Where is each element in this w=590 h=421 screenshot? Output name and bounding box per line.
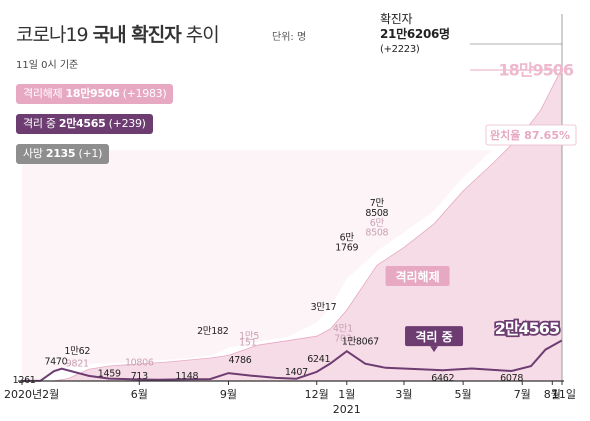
data-label: 1459 [98, 368, 121, 379]
x-tick-label: 3월 [395, 388, 412, 401]
unit-label: 단위: 명 [272, 32, 307, 43]
x-tick-label: 8월 [544, 388, 561, 401]
data-label: 7만 [370, 198, 385, 209]
legend-isolated-value: 2만4565 [58, 117, 106, 130]
data-label: 4만1 [333, 323, 353, 334]
x-tick-label: 7월 [514, 388, 531, 401]
x-tick-label: 1월 [338, 388, 355, 401]
callout-isolated-pointer [430, 346, 439, 353]
total-cases-label: 확진자 [380, 12, 413, 26]
legend-isolated-label: 격리 중 [23, 117, 56, 130]
data-label: 703 [334, 333, 351, 344]
data-label: 7470 [44, 357, 67, 368]
series-released-area [22, 68, 562, 381]
legend-released-change: (+1983) [122, 87, 167, 100]
legend-deaths-change: (+1) [78, 147, 103, 160]
callout-released-box [385, 265, 450, 286]
x-tick-label: 2020년2월 [4, 388, 59, 401]
legend-deaths-badge: 사망 2135 (+1) [16, 144, 110, 164]
total-cases-block: 확진자 21만6206명 (+2223) [380, 12, 450, 57]
data-label: 713 [131, 371, 148, 382]
legend-isolated-badge: 격리 중 2만4565 (+239) [16, 114, 153, 134]
data-label: 3만17 [311, 302, 337, 313]
data-label: 1만5 [239, 331, 259, 342]
data-label: 10806 [125, 358, 154, 369]
series-released-line [21, 67, 563, 382]
latest-released-value: 18만9506 [499, 61, 574, 80]
x-tick-sublabel: 2021 [333, 403, 361, 416]
series-isolated-line [21, 339, 563, 382]
total-cases-change: (+2223) [380, 44, 420, 55]
data-label: 1148 [175, 371, 198, 382]
x-tick-label: 9월 [220, 388, 237, 401]
x-tick-label: 5월 [455, 388, 472, 401]
x-tick-label: 12월 [305, 388, 329, 401]
x-tick-label: 6월 [131, 388, 148, 401]
data-label: 6078 [500, 373, 523, 384]
total-cases-value: 21만6206명 [380, 27, 450, 41]
legend-released-value: 18만9506 [65, 87, 120, 100]
latest-isolated-value: 2만4565 [495, 319, 560, 338]
callout-isolated-box [405, 326, 464, 347]
data-label: 6241 [307, 354, 330, 365]
data-label: 1769 [335, 243, 358, 254]
data-label: 4786 [228, 355, 251, 366]
basis-date: 11일 0시 기준 [16, 60, 79, 71]
data-label: 6만 [340, 233, 355, 244]
data-label: 6462 [431, 373, 454, 384]
x-tick-label: 11일 [552, 387, 576, 401]
data-label: 9821 [66, 358, 89, 369]
legend-released-label: 격리해제 [23, 87, 63, 100]
data-label: 1407 [285, 367, 308, 378]
legend-deaths-label: 사망 [23, 147, 43, 160]
data-label: 8508 [365, 228, 388, 239]
data-label: 2만182 [197, 326, 229, 337]
data-label: 8508 [365, 208, 388, 219]
data-label: 151 [239, 338, 256, 349]
page-title: 코로나19 국내 확진자 추이 [16, 24, 220, 46]
legend-released-badge: 격리해제 18만9506 (+1983) [16, 84, 174, 104]
data-label: 6만 [370, 218, 385, 229]
callout-released-label: 격리해제 [395, 269, 439, 284]
data-label: 1만8067 [342, 337, 379, 348]
legend-deaths-value: 2135 [45, 147, 76, 160]
recovery-rate-box [485, 124, 577, 146]
legend-isolated-change: (+239) [108, 117, 146, 130]
recovery-rate-text: 완치율 87.65% [490, 128, 570, 142]
data-label: 1만62 [64, 346, 90, 357]
data-label: 1261 [13, 375, 36, 386]
callout-isolated-label: 격리 중 [415, 329, 452, 344]
